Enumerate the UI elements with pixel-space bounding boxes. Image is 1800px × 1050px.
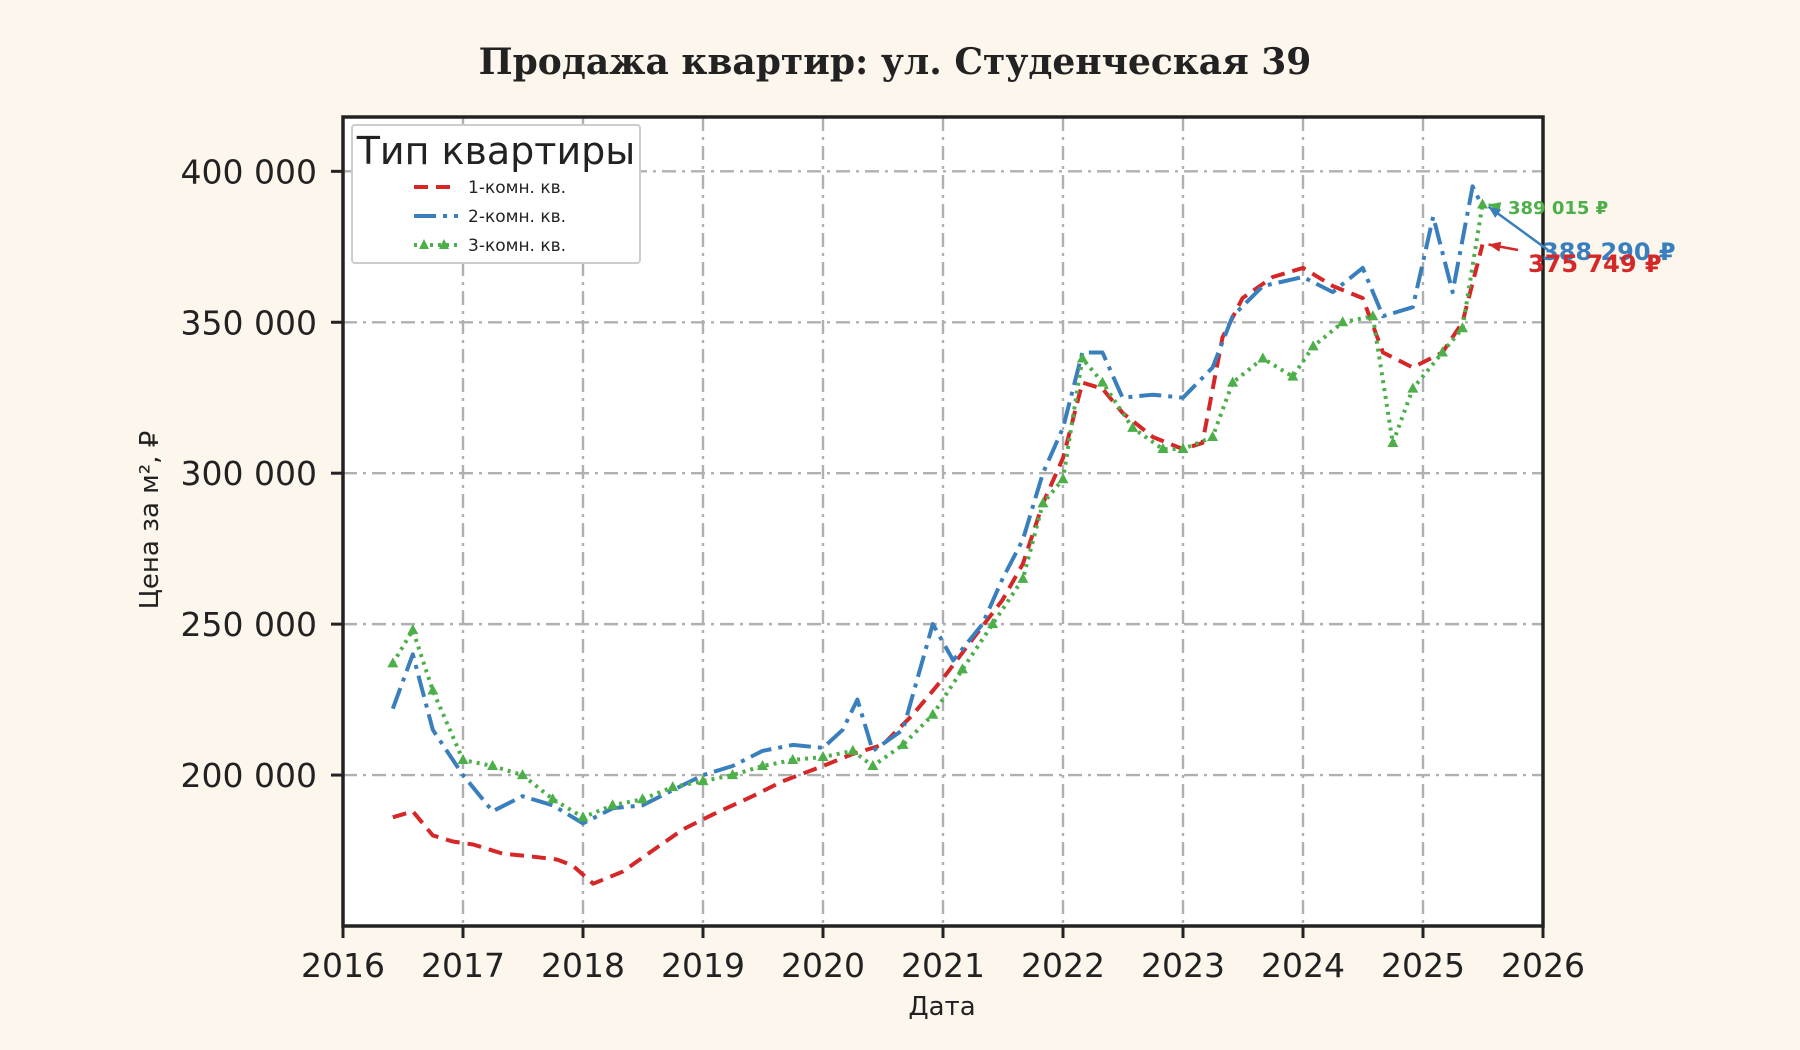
data-point: [1157, 443, 1169, 454]
x-tick-label: 2016: [301, 946, 385, 985]
data-point: [1436, 346, 1448, 357]
series-line-2: [390, 184, 1485, 826]
data-point: [1287, 370, 1299, 381]
data-point: [487, 760, 499, 771]
x-tick-label: 2021: [901, 946, 985, 985]
data-point: [667, 781, 679, 792]
legend-title: Тип квартиры: [356, 129, 636, 173]
data-point: [817, 750, 829, 761]
data-point: [1096, 376, 1108, 387]
y-tick-label: 400 000: [181, 152, 317, 191]
annotation-2: 388 290 ₽: [1487, 205, 1676, 266]
data-point: [1207, 430, 1219, 441]
y-tick-label: 250 000: [181, 605, 317, 644]
x-tick-label: 2018: [541, 946, 625, 985]
data-point: [1227, 376, 1239, 387]
annotation-label: 389 015 ₽: [1508, 198, 1608, 219]
data-point: [927, 708, 939, 719]
x-tick-label: 2024: [1261, 946, 1345, 985]
data-point: [637, 793, 649, 804]
x-tick-label: 2017: [421, 946, 505, 985]
series-3: [387, 198, 1489, 822]
y-tick-label: 300 000: [181, 454, 317, 493]
y-axis-label: Цена за м², ₽: [135, 431, 165, 610]
legend-item-1: 1-комн. кв.: [414, 178, 566, 198]
data-point: [607, 799, 619, 810]
series-line-3: [391, 204, 1485, 820]
legend-item-3: 3-комн. кв.: [414, 236, 566, 256]
data-point: [1037, 497, 1049, 508]
data-point: [757, 760, 769, 771]
data-point: [407, 624, 419, 635]
data-point: [1076, 352, 1088, 363]
x-axis-label: Дата: [908, 992, 975, 1022]
x-tick-label: 2023: [1141, 946, 1225, 985]
legend-label: 3-комн. кв.: [468, 236, 566, 256]
legend-marker: [439, 239, 449, 249]
data-point: [547, 793, 559, 804]
annotation-arrowhead: [1488, 206, 1502, 218]
annotation-label: 375 749 ₽: [1528, 250, 1662, 278]
data-point: [897, 738, 909, 749]
data-point: [1387, 437, 1399, 448]
data-point: [1257, 352, 1269, 363]
legend-item-2: 2-комн. кв.: [414, 207, 566, 227]
data-point: [1367, 310, 1379, 321]
chart-title: Продажа квартир: ул. Студенческая 39: [479, 41, 1312, 83]
series-2: [390, 184, 1485, 826]
series-layer: [387, 184, 1489, 886]
data-point: [1057, 473, 1069, 484]
data-point: [727, 769, 739, 780]
axes: 2016 2017 2018 2019 2020 2021 2022 2023 2024 2025…: [181, 115, 1585, 985]
data-point: [1337, 316, 1349, 327]
x-tick-label: 2020: [781, 946, 865, 985]
data-point: [427, 684, 439, 695]
annotation-3: 375 749 ₽: [1488, 241, 1662, 278]
x-tick-label: 2022: [1021, 946, 1105, 985]
legend-label: 1-комн. кв.: [468, 178, 566, 198]
data-point: [1017, 572, 1029, 583]
legend-label: 2-комн. кв.: [468, 207, 566, 227]
data-point: [1127, 421, 1139, 432]
y-tick-label: 350 000: [181, 303, 317, 342]
data-point: [787, 753, 799, 764]
data-point: [1456, 322, 1468, 333]
data-point: [697, 775, 709, 786]
annotations: 389 015 ₽ 388 290 ₽375 749 ₽: [1487, 198, 1676, 278]
data-point: [457, 753, 469, 764]
data-point: [1307, 340, 1319, 351]
y-tick-label: 200 000: [181, 756, 317, 795]
legend: Тип квартиры 1-комн. кв. 2-комн. кв. 3-комн…: [351, 124, 641, 264]
data-point: [517, 769, 529, 780]
annotation-arrowhead: [1488, 241, 1502, 252]
data-point: [1177, 443, 1189, 454]
data-point: [867, 760, 879, 771]
legend-box: [351, 124, 641, 264]
data-point: [987, 618, 999, 629]
annotation-label: 388 290 ₽: [1542, 238, 1676, 266]
data-point: [1477, 198, 1489, 209]
x-tick-label: 2026: [1501, 946, 1585, 985]
data-point: [387, 657, 399, 668]
data-point: [847, 744, 859, 755]
legend-marker: [419, 239, 429, 249]
x-tick-label: 2019: [661, 946, 745, 985]
annotation-arrow: [1487, 205, 1549, 252]
data-point: [956, 663, 968, 674]
data-point: [1407, 382, 1419, 393]
data-point: [577, 811, 589, 822]
x-tick-label: 2025: [1381, 946, 1465, 985]
